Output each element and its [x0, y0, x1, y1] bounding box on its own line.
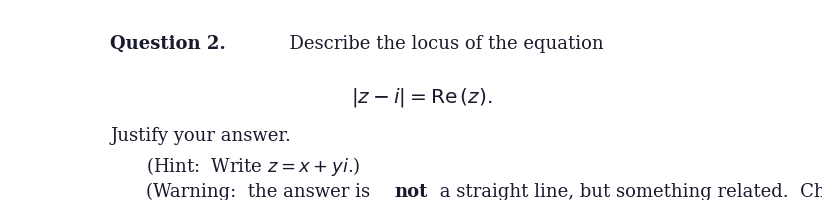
Text: a straight line, but something related.  Check your: a straight line, but something related. … [434, 183, 822, 200]
Text: $|z - i| = \mathrm{Re}\,(z).$: $|z - i| = \mathrm{Re}\,(z).$ [351, 86, 492, 109]
Text: Question 2.: Question 2. [110, 35, 226, 53]
Text: Justify your answer.: Justify your answer. [110, 127, 291, 145]
Text: (Hint:  Write $z = x + yi$.): (Hint: Write $z = x + yi$.) [146, 155, 361, 178]
Text: Describe the locus of the equation: Describe the locus of the equation [278, 35, 603, 53]
Text: not: not [394, 183, 427, 200]
Text: (Warning:  the answer is: (Warning: the answer is [146, 183, 376, 200]
